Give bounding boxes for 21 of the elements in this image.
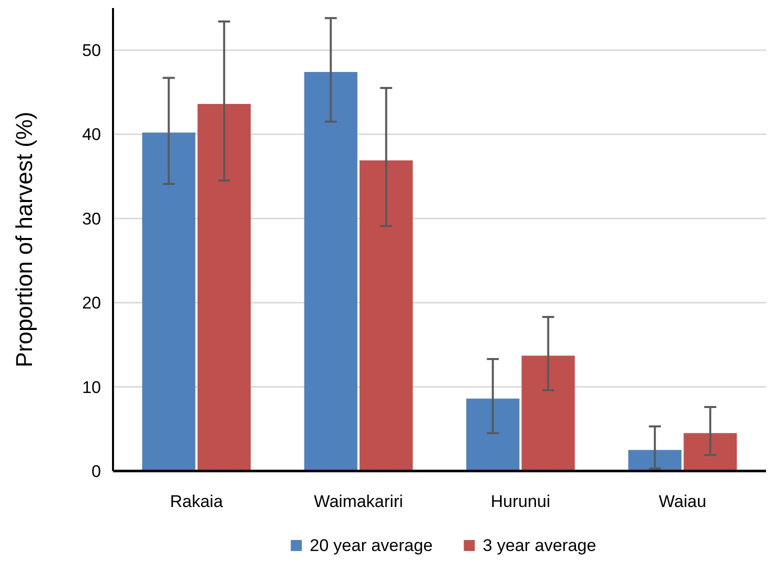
bar — [198, 104, 251, 471]
x-tick-label: Rakaia — [170, 492, 224, 511]
y-tick-label: 30 — [82, 209, 101, 228]
bar — [628, 450, 682, 471]
x-tick-label: Waimakariri — [314, 492, 404, 511]
y-tick-label: 50 — [82, 41, 101, 60]
y-axis-title: Proportion of harvest (%) — [11, 112, 37, 368]
bar — [466, 398, 520, 471]
bar — [522, 356, 575, 471]
bar — [360, 160, 413, 471]
y-tick-label: 10 — [82, 378, 101, 397]
legend-label: 20 year average — [310, 536, 433, 555]
bar — [684, 433, 737, 471]
y-tick-label: 20 — [82, 294, 101, 313]
x-tick-label: Hurunui — [490, 492, 550, 511]
x-tick-label: Waiau — [658, 492, 706, 511]
bar — [304, 72, 358, 471]
y-tick-label: 0 — [92, 462, 101, 481]
y-tick-label: 40 — [82, 125, 101, 144]
legend-label: 3 year average — [482, 536, 596, 555]
bar — [142, 132, 196, 471]
